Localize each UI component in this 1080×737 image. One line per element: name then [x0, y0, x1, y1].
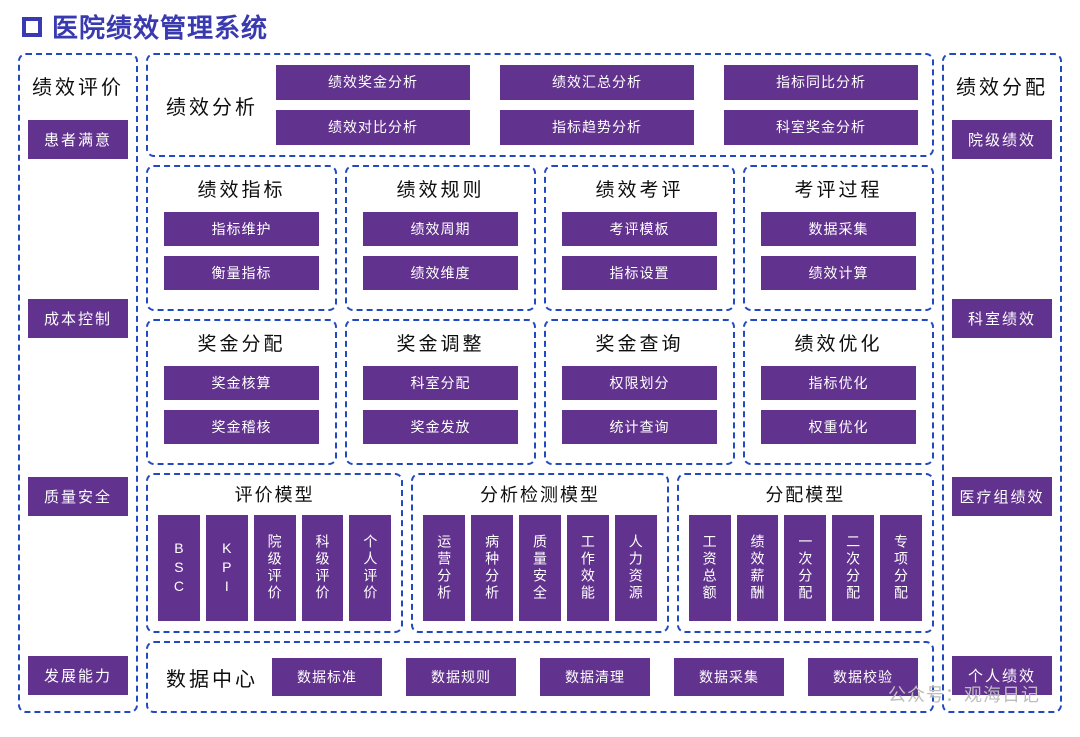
right-item: 医疗组绩效: [952, 477, 1052, 516]
data-center-item: 数据校验: [808, 658, 918, 696]
quad-title: 考评过程: [794, 175, 882, 202]
quad-item: 绩效维度: [363, 256, 518, 290]
quad-item: 衡量指标: [164, 256, 319, 290]
analysis-item: 指标同比分析: [724, 65, 918, 100]
data-center-item: 数据规则: [406, 658, 516, 696]
data-center-item: 数据清理: [540, 658, 650, 696]
model-item: 院级评价: [254, 515, 296, 621]
quad-title: 奖金分配: [197, 329, 285, 356]
models-row: 评价模型 BSC KPI 院级评价 科级评价 个人评价 分析检测模型 运营分析 …: [146, 473, 934, 633]
quad-item: 科室分配: [363, 366, 518, 400]
model-item: 运营分析: [423, 515, 465, 621]
quad-title: 奖金查询: [595, 329, 683, 356]
data-center-item: 数据采集: [674, 658, 784, 696]
model-panel: 评价模型 BSC KPI 院级评价 科级评价 个人评价: [146, 473, 403, 633]
page-title: 医院绩效管理系统: [52, 8, 268, 45]
model-title: 分析检测模型: [480, 481, 600, 507]
quad-item: 奖金发放: [363, 410, 518, 444]
model-item: 病种分析: [471, 515, 513, 621]
analysis-item: 绩效奖金分析: [276, 65, 470, 100]
model-item: 一次分配: [784, 515, 826, 621]
quad-item: 考评模板: [562, 212, 717, 246]
model-item: BSC: [158, 515, 200, 621]
right-item: 个人绩效: [952, 656, 1052, 695]
quad-panel: 绩效指标 指标维护 衡量指标: [146, 165, 337, 311]
model-item: KPI: [206, 515, 248, 621]
quad-title: 绩效规则: [396, 175, 484, 202]
left-item: 成本控制: [28, 299, 128, 338]
analysis-title: 绩效分析: [162, 91, 262, 120]
quad-panel: 绩效优化 指标优化 权重优化: [743, 319, 934, 465]
analysis-item: 指标趋势分析: [500, 110, 694, 145]
main-layout: 绩效评价 患者满意 成本控制 质量安全 发展能力 绩效分析 绩效奖金分析 绩效汇…: [18, 53, 1062, 713]
model-item: 科级评价: [302, 515, 344, 621]
quad-panel: 考评过程 数据采集 绩效计算: [743, 165, 934, 311]
analysis-grid: 绩效奖金分析 绩效汇总分析 指标同比分析 绩效对比分析 指标趋势分析 科室奖金分…: [276, 65, 918, 145]
quad-title: 奖金调整: [396, 329, 484, 356]
quad-item: 指标维护: [164, 212, 319, 246]
left-item: 质量安全: [28, 477, 128, 516]
left-column-title: 绩效评价: [28, 71, 128, 100]
quad-item: 数据采集: [761, 212, 916, 246]
center-area: 绩效分析 绩效奖金分析 绩效汇总分析 指标同比分析 绩效对比分析 指标趋势分析 …: [146, 53, 934, 713]
quad-row-1: 绩效指标 指标维护 衡量指标 绩效规则 绩效周期 绩效维度 绩效考评 考评模板 …: [146, 165, 934, 311]
quad-title: 绩效考评: [595, 175, 683, 202]
analysis-item: 科室奖金分析: [724, 110, 918, 145]
left-column-items: 患者满意 成本控制 质量安全 发展能力: [28, 120, 128, 703]
model-item: 个人评价: [349, 515, 391, 621]
model-item: 二次分配: [832, 515, 874, 621]
analysis-panel: 绩效分析 绩效奖金分析 绩效汇总分析 指标同比分析 绩效对比分析 指标趋势分析 …: [146, 53, 934, 157]
quad-title: 绩效优化: [794, 329, 882, 356]
quad-item: 权重优化: [761, 410, 916, 444]
analysis-item: 绩效对比分析: [276, 110, 470, 145]
model-panel: 分配模型 工资总额 绩效薪酬 一次分配 二次分配 专项分配: [677, 473, 934, 633]
right-column-items: 院级绩效 科室绩效 医疗组绩效 个人绩效: [952, 120, 1052, 703]
quad-title: 绩效指标: [197, 175, 285, 202]
model-panel: 分析检测模型 运营分析 病种分析 质量安全 工作效能 人力资源: [411, 473, 668, 633]
left-column: 绩效评价 患者满意 成本控制 质量安全 发展能力: [18, 53, 138, 713]
model-item: 工作效能: [567, 515, 609, 621]
analysis-item: 绩效汇总分析: [500, 65, 694, 100]
right-item: 科室绩效: [952, 299, 1052, 338]
quad-item: 指标设置: [562, 256, 717, 290]
quad-item: 奖金核算: [164, 366, 319, 400]
data-center-item: 数据标准: [272, 658, 382, 696]
model-item: 工资总额: [689, 515, 731, 621]
left-item: 发展能力: [28, 656, 128, 695]
right-column-title: 绩效分配: [952, 71, 1052, 100]
quad-item: 指标优化: [761, 366, 916, 400]
data-center-title: 数据中心: [162, 663, 262, 692]
model-item: 质量安全: [519, 515, 561, 621]
right-item: 院级绩效: [952, 120, 1052, 159]
quad-panel: 绩效考评 考评模板 指标设置: [544, 165, 735, 311]
quad-panel: 绩效规则 绩效周期 绩效维度: [345, 165, 536, 311]
quad-row-2: 奖金分配 奖金核算 奖金稽核 奖金调整 科室分配 奖金发放 奖金查询 权限划分 …: [146, 319, 934, 465]
model-item: 专项分配: [880, 515, 922, 621]
quad-panel: 奖金调整 科室分配 奖金发放: [345, 319, 536, 465]
quad-item: 绩效计算: [761, 256, 916, 290]
quad-item: 权限划分: [562, 366, 717, 400]
model-title: 分配模型: [765, 481, 845, 507]
model-item: 人力资源: [615, 515, 657, 621]
quad-panel: 奖金查询 权限划分 统计查询: [544, 319, 735, 465]
page-title-row: 医院绩效管理系统: [22, 8, 1062, 45]
quad-item: 绩效周期: [363, 212, 518, 246]
quad-panel: 奖金分配 奖金核算 奖金稽核: [146, 319, 337, 465]
right-column: 绩效分配 院级绩效 科室绩效 医疗组绩效 个人绩效: [942, 53, 1062, 713]
data-center-panel: 数据中心 数据标准 数据规则 数据清理 数据采集 数据校验: [146, 641, 934, 713]
square-icon: [22, 17, 42, 37]
model-item: 绩效薪酬: [737, 515, 779, 621]
quad-item: 统计查询: [562, 410, 717, 444]
left-item: 患者满意: [28, 120, 128, 159]
quad-item: 奖金稽核: [164, 410, 319, 444]
model-title: 评价模型: [235, 481, 315, 507]
